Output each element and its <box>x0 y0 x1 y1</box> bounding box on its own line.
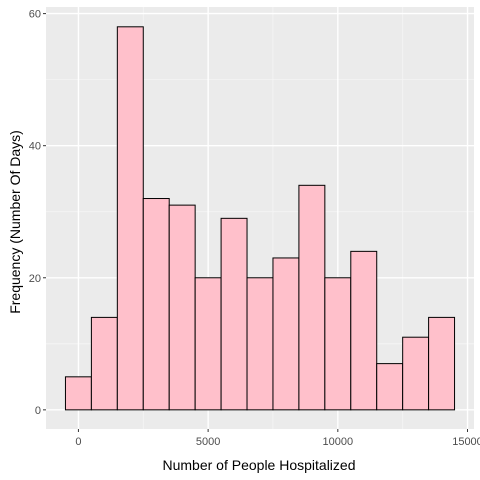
x-tick-label: 10000 <box>323 436 354 448</box>
histogram-bar <box>194 277 222 411</box>
y-axis-ticks: 0 20 40 60 <box>29 9 46 417</box>
y-tick-label: 60 <box>29 9 41 21</box>
histogram-bar <box>350 250 378 411</box>
y-tick-label: 40 <box>29 141 41 153</box>
y-tick-label: 0 <box>35 405 41 417</box>
histogram-bar <box>90 316 118 411</box>
histogram-bar <box>116 26 144 411</box>
histogram-bar <box>428 316 456 411</box>
histogram-bar <box>246 277 274 411</box>
x-tick-label: 5000 <box>196 436 220 448</box>
histogram-bar <box>220 217 248 411</box>
x-axis-title: Number of People Hospitalized <box>163 457 356 473</box>
histogram-bar <box>168 204 196 411</box>
y-tick-label: 20 <box>29 273 41 285</box>
x-axis-ticks: 0 5000 10000 15000 <box>75 429 480 448</box>
histogram-bar <box>376 363 404 411</box>
x-tick-label: 0 <box>75 436 81 448</box>
histogram-bars <box>64 26 456 411</box>
histogram-bar <box>272 257 300 411</box>
histogram-bar <box>402 336 430 411</box>
histogram-bar <box>324 277 352 411</box>
y-axis-title: Frequency (Number Of Days) <box>7 130 23 314</box>
histogram-bar <box>298 184 326 411</box>
histogram-bar <box>64 376 92 411</box>
histogram-bar <box>142 198 170 411</box>
x-tick-label: 15000 <box>452 436 480 448</box>
